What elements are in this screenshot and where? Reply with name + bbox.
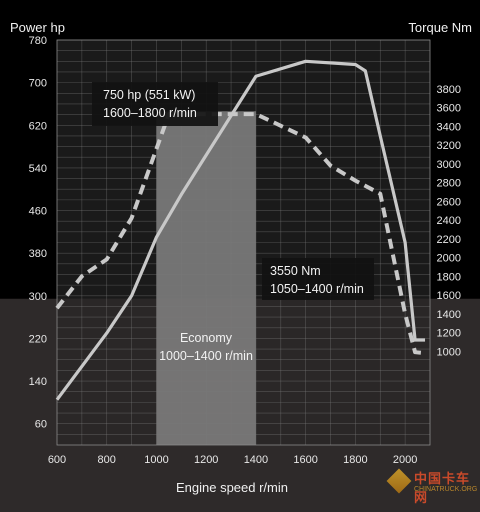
x-axis-title: Engine speed r/min [176, 480, 288, 495]
y-left-tick-label: 460 [29, 206, 47, 218]
y-left-tick-label: 540 [29, 163, 47, 175]
y-left-tick-label: 380 [29, 248, 47, 260]
torque-curve [55, 112, 426, 356]
y-left-tick-label: 700 [29, 78, 47, 90]
y-right-tick-label: 2200 [437, 234, 461, 246]
x-tick-label: 600 [48, 454, 66, 466]
y-right-axis-title: Torque Nm [408, 20, 472, 35]
x-tick-label: 2000 [393, 454, 417, 466]
x-tick-label: 1600 [293, 454, 317, 466]
y-right-tick-label: 2000 [437, 253, 461, 265]
economy-annotation: Economy 1000–1400 r/min [159, 331, 253, 363]
y-left-tick-label: 620 [29, 120, 47, 132]
torque-annotation-box [262, 258, 374, 300]
y-right-tick-label: 1800 [437, 271, 461, 283]
x-tick-label: 800 [98, 454, 116, 466]
y-right-tick-label: 1000 [437, 346, 461, 358]
y-right-tick-label: 2600 [437, 196, 461, 208]
economy-annotation-line: 1000–1400 r/min [159, 349, 253, 363]
y-right-tick-label: 1400 [437, 309, 461, 321]
y-right-tick-label: 1600 [437, 290, 461, 302]
torque-annotation-line: 3550 Nm [270, 264, 321, 278]
y-right-tick-label: 2800 [437, 178, 461, 190]
power-curve [55, 59, 426, 401]
y-right-tick-label: 2400 [437, 215, 461, 227]
y-left-tick-label: 140 [29, 376, 47, 388]
y-right-tick-label: 3800 [437, 84, 461, 96]
y-right-tick-label: 1200 [437, 328, 461, 340]
x-tick-label: 1800 [343, 454, 367, 466]
power-annotation: 750 hp (551 kW) 1600–1800 r/min [92, 82, 218, 126]
y-right-tick-label: 3000 [437, 159, 461, 171]
economy-annotation-line: Economy [180, 331, 233, 345]
y-left-axis-title: Power hp [10, 20, 65, 35]
y-right-tick-label: 3400 [437, 121, 461, 133]
power-annotation-box [92, 82, 218, 126]
plot-frame [56, 39, 431, 446]
torque-annotation: 3550 Nm 1050–1400 r/min [262, 258, 374, 300]
y-left-tick-label: 300 [29, 291, 47, 303]
x-tick-label: 1200 [194, 454, 218, 466]
x-tick-label: 1000 [144, 454, 168, 466]
power-annotation-line: 1600–1800 r/min [103, 106, 197, 120]
y-left-tick-label: 780 [29, 35, 47, 47]
power-annotation-line: 750 hp (551 kW) [103, 88, 195, 102]
y-right-tick-label: 3200 [437, 140, 461, 152]
y-right-tick-label: 3600 [437, 103, 461, 115]
y-left-tick-label: 60 [35, 419, 47, 431]
x-tick-label: 1400 [244, 454, 268, 466]
torque-annotation-line: 1050–1400 r/min [270, 282, 364, 296]
y-left-tick-label: 220 [29, 333, 47, 345]
